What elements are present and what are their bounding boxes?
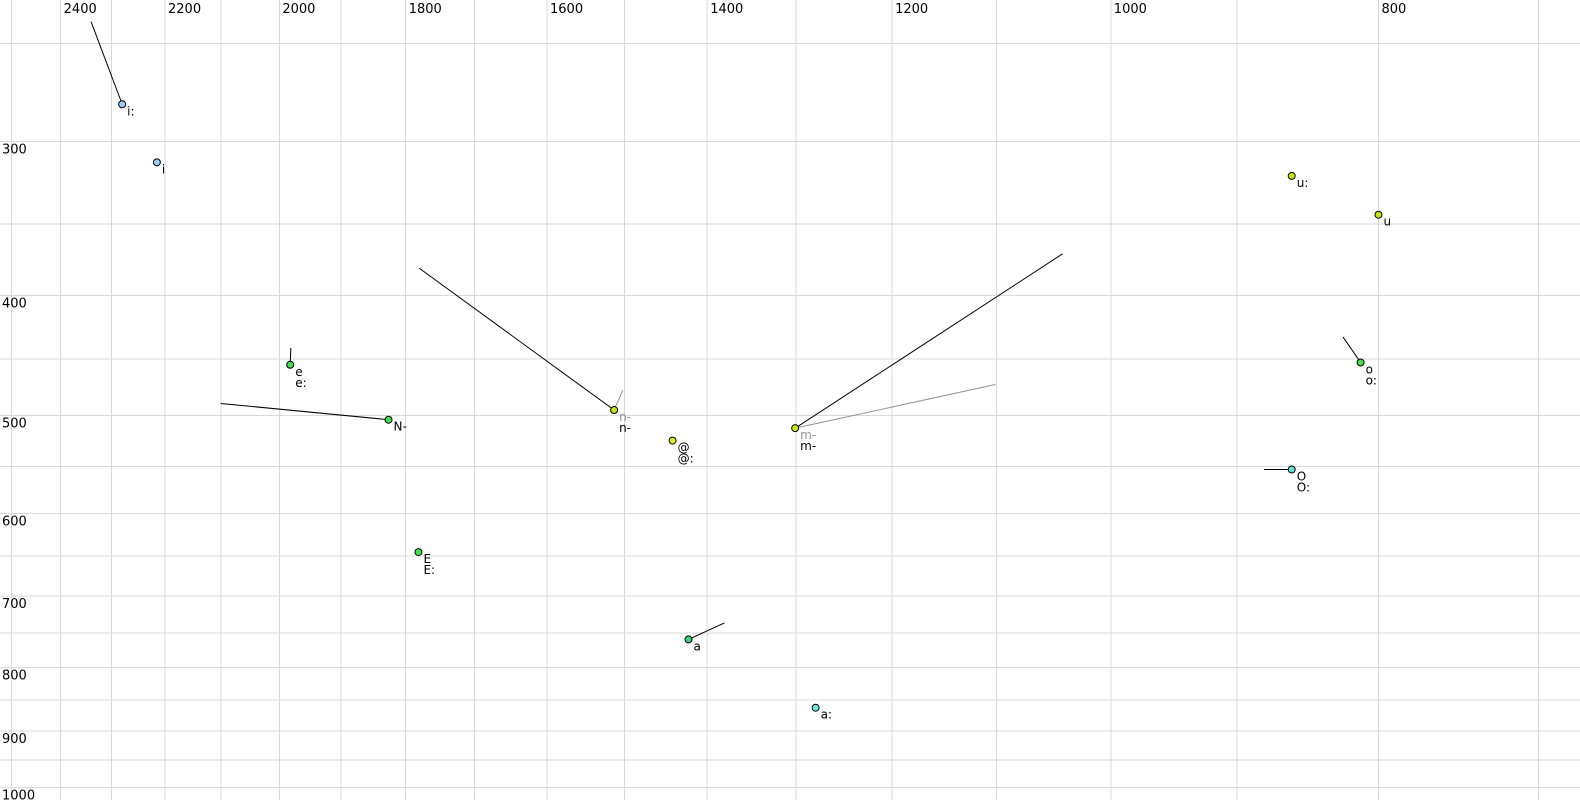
x-axis-tick-label: 1800 xyxy=(409,2,442,17)
point-label-a-long: a: xyxy=(821,708,832,722)
y-axis-tick-label: 1000 xyxy=(2,788,35,800)
y-axis-tick-label: 400 xyxy=(2,297,27,312)
x-axis-tick-label: 2400 xyxy=(64,2,97,17)
x-axis-tick-label: 1400 xyxy=(710,2,743,17)
x-axis-tick-label: 1200 xyxy=(895,2,928,17)
x-axis-tick-label: 2000 xyxy=(282,2,315,17)
data-point-n- xyxy=(610,406,619,415)
point-label-o: o: xyxy=(1366,373,1377,387)
data-point-i-long xyxy=(118,100,127,109)
formant-tail-line xyxy=(795,384,996,429)
point-label-u: u xyxy=(1383,215,1391,229)
point-label-i-long: i: xyxy=(127,104,134,118)
point-label-n-: n- xyxy=(619,410,631,424)
data-point-u xyxy=(1374,210,1383,219)
y-axis-tick-label: 900 xyxy=(2,732,27,747)
point-label-n-: n- xyxy=(619,421,631,435)
data-point-u-long xyxy=(1287,171,1296,180)
formant-tail-line xyxy=(90,21,123,105)
point-label-m-: m- xyxy=(800,428,816,442)
point-label-a: a xyxy=(693,639,700,653)
point-label-i: i xyxy=(162,162,165,176)
point-label-schwa: @ xyxy=(678,441,690,455)
point-label-N-: N- xyxy=(394,420,407,434)
formant-tail-line xyxy=(794,253,1063,429)
point-label-E: E: xyxy=(423,563,435,577)
data-point-a xyxy=(684,635,693,644)
y-axis-tick-label: 300 xyxy=(2,142,27,157)
point-label-O: O xyxy=(1297,469,1306,483)
formant-tail-line xyxy=(418,267,615,411)
y-axis-tick-label: 500 xyxy=(2,416,27,431)
point-label-schwa: @: xyxy=(678,452,694,466)
y-axis-tick-label: 800 xyxy=(2,669,27,684)
data-point-a-long xyxy=(811,703,820,712)
data-point-E xyxy=(414,548,423,557)
point-label-E: E xyxy=(423,552,431,566)
data-point-N- xyxy=(384,415,393,424)
data-point-e xyxy=(286,360,295,369)
x-axis-tick-label: 1600 xyxy=(550,2,583,17)
x-axis-tick-label: 1000 xyxy=(1114,2,1147,17)
point-label-m-: m- xyxy=(800,439,816,453)
point-label-o: o xyxy=(1366,362,1373,376)
formant-tail-line xyxy=(220,402,389,421)
formant-tail-line xyxy=(1342,336,1362,363)
point-label-e: e xyxy=(295,365,302,379)
point-label-u-long: u: xyxy=(1297,176,1309,190)
y-axis-tick-label: 700 xyxy=(2,597,27,612)
formant-tail-line xyxy=(688,622,725,640)
point-label-e: e: xyxy=(295,376,306,390)
data-point-o xyxy=(1356,358,1365,367)
y-axis-tick-label: 600 xyxy=(2,514,27,529)
data-point-schwa xyxy=(668,436,677,445)
data-point-m- xyxy=(791,424,800,433)
x-axis-tick-label: 2200 xyxy=(168,2,201,17)
data-point-i xyxy=(152,158,161,167)
x-axis-tick-label: 800 xyxy=(1381,2,1406,17)
point-label-O: O: xyxy=(1297,480,1310,494)
data-point-O xyxy=(1287,465,1296,474)
